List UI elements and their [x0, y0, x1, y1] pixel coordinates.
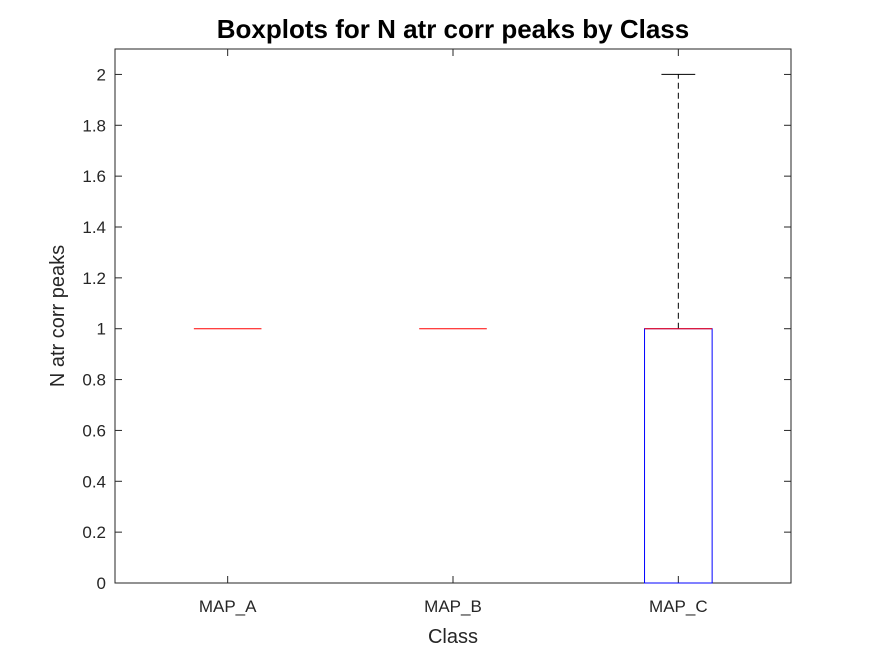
x-tick-label: MAP_A: [199, 597, 257, 616]
y-tick-label: 0: [97, 574, 106, 593]
chart-title: Boxplots for N atr corr peaks by Class: [217, 14, 689, 44]
y-tick-label: 0.2: [82, 523, 106, 542]
plot-area: 00.20.40.60.811.21.41.61.82 MAP_A MAP_B MA…: [82, 48, 792, 616]
y-tick-label: 1: [97, 320, 106, 339]
axes-box: [114, 48, 792, 584]
x-tick-label: MAP_B: [424, 597, 482, 616]
boxplot-series: [193, 73, 713, 584]
y-tick-label: 1.6: [82, 167, 106, 186]
x-tick-label: MAP_C: [649, 597, 708, 616]
x-axis-ticks: MAP_A MAP_B MAP_C: [199, 49, 708, 616]
y-tick-label: 2: [97, 65, 106, 84]
y-tick-label: 1.8: [82, 116, 106, 135]
y-tick-label: 0.4: [82, 472, 106, 491]
y-axis-ticks: 0 0.2 0.4 0.6 0.8 1 1.2 1.4 1.6 1.8 2: [82, 65, 791, 593]
box-map-c: [644, 73, 713, 584]
y-tick-label: 0.6: [82, 421, 106, 440]
y-tick-label: 0.8: [82, 371, 106, 390]
y-axis-label: N atr corr peaks: [47, 245, 69, 387]
y-tick-label: 1.4: [82, 218, 106, 237]
x-axis-label: Class: [428, 626, 478, 648]
y-tick-label: 1.2: [82, 269, 106, 288]
